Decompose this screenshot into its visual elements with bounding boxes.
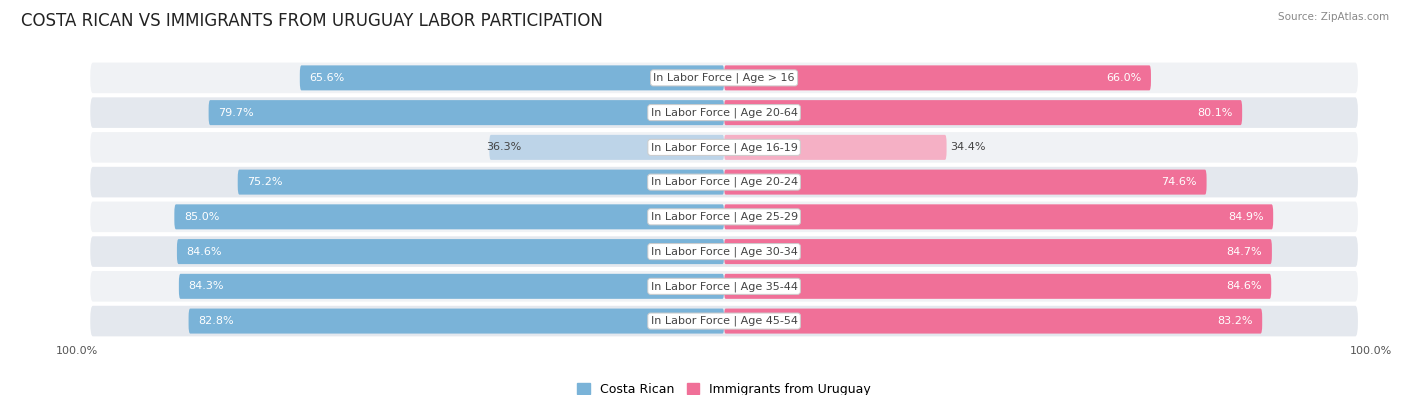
Text: 82.8%: 82.8%	[198, 316, 233, 326]
FancyBboxPatch shape	[90, 132, 1358, 163]
FancyBboxPatch shape	[724, 135, 946, 160]
Text: In Labor Force | Age 35-44: In Labor Force | Age 35-44	[651, 281, 797, 292]
Text: 79.7%: 79.7%	[218, 107, 254, 118]
FancyBboxPatch shape	[724, 308, 1263, 333]
Text: 34.4%: 34.4%	[950, 142, 986, 152]
Text: 84.9%: 84.9%	[1227, 212, 1264, 222]
Text: 36.3%: 36.3%	[486, 142, 522, 152]
FancyBboxPatch shape	[90, 271, 1358, 302]
FancyBboxPatch shape	[724, 274, 1271, 299]
Text: Source: ZipAtlas.com: Source: ZipAtlas.com	[1278, 12, 1389, 22]
FancyBboxPatch shape	[489, 135, 724, 160]
Text: In Labor Force | Age 25-29: In Labor Force | Age 25-29	[651, 212, 797, 222]
Text: 84.3%: 84.3%	[188, 281, 224, 292]
FancyBboxPatch shape	[724, 169, 1206, 195]
FancyBboxPatch shape	[90, 236, 1358, 267]
FancyBboxPatch shape	[208, 100, 724, 125]
FancyBboxPatch shape	[724, 204, 1274, 229]
FancyBboxPatch shape	[90, 62, 1358, 93]
Text: COSTA RICAN VS IMMIGRANTS FROM URUGUAY LABOR PARTICIPATION: COSTA RICAN VS IMMIGRANTS FROM URUGUAY L…	[21, 12, 603, 30]
FancyBboxPatch shape	[177, 239, 724, 264]
FancyBboxPatch shape	[299, 66, 724, 90]
FancyBboxPatch shape	[724, 66, 1152, 90]
FancyBboxPatch shape	[179, 274, 724, 299]
Text: 84.6%: 84.6%	[187, 246, 222, 257]
Text: In Labor Force | Age 30-34: In Labor Force | Age 30-34	[651, 246, 797, 257]
Text: In Labor Force | Age 20-64: In Labor Force | Age 20-64	[651, 107, 797, 118]
Text: In Labor Force | Age 16-19: In Labor Force | Age 16-19	[651, 142, 797, 152]
Text: 75.2%: 75.2%	[247, 177, 283, 187]
FancyBboxPatch shape	[174, 204, 724, 229]
Text: In Labor Force | Age 45-54: In Labor Force | Age 45-54	[651, 316, 797, 326]
Text: 80.1%: 80.1%	[1197, 107, 1233, 118]
Text: 83.2%: 83.2%	[1218, 316, 1253, 326]
FancyBboxPatch shape	[724, 239, 1272, 264]
Text: In Labor Force | Age > 16: In Labor Force | Age > 16	[654, 73, 794, 83]
FancyBboxPatch shape	[188, 308, 724, 333]
FancyBboxPatch shape	[90, 167, 1358, 198]
Text: In Labor Force | Age 20-24: In Labor Force | Age 20-24	[651, 177, 797, 187]
Text: 84.6%: 84.6%	[1226, 281, 1261, 292]
Text: 66.0%: 66.0%	[1107, 73, 1142, 83]
Text: 65.6%: 65.6%	[309, 73, 344, 83]
FancyBboxPatch shape	[90, 306, 1358, 337]
Text: 85.0%: 85.0%	[184, 212, 219, 222]
FancyBboxPatch shape	[90, 97, 1358, 128]
Text: 84.7%: 84.7%	[1226, 246, 1263, 257]
FancyBboxPatch shape	[238, 169, 724, 195]
FancyBboxPatch shape	[724, 100, 1241, 125]
Legend: Costa Rican, Immigrants from Uruguay: Costa Rican, Immigrants from Uruguay	[572, 378, 876, 395]
Text: 74.6%: 74.6%	[1161, 177, 1197, 187]
FancyBboxPatch shape	[90, 201, 1358, 232]
